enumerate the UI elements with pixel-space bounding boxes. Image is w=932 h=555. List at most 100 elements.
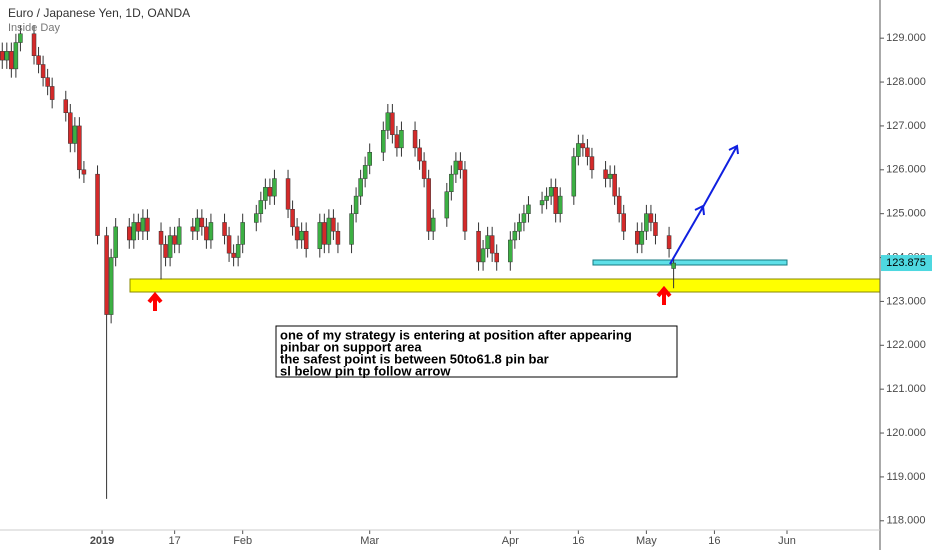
candle-body bbox=[18, 33, 23, 43]
blue-arrow bbox=[669, 144, 739, 265]
candle-body bbox=[163, 244, 168, 258]
y-tick-label: 120.000 bbox=[886, 427, 926, 439]
candles bbox=[0, 25, 676, 499]
y-tick-label: 128.000 bbox=[886, 76, 926, 88]
candle-body bbox=[258, 200, 264, 214]
candle-body bbox=[285, 178, 291, 210]
candle-body bbox=[417, 147, 422, 162]
candle-body bbox=[36, 55, 41, 65]
candle-body bbox=[362, 165, 368, 179]
candle-body bbox=[385, 112, 391, 131]
candle-body bbox=[349, 213, 354, 245]
last-price-box bbox=[881, 255, 932, 272]
y-tick-label: 121.000 bbox=[886, 383, 926, 395]
candle-body bbox=[263, 187, 268, 201]
candle-body bbox=[81, 169, 87, 175]
candle-body bbox=[449, 173, 454, 192]
candle-body bbox=[167, 235, 173, 258]
candle-body bbox=[72, 125, 78, 144]
candle-body bbox=[45, 77, 50, 87]
candle-body bbox=[444, 191, 450, 219]
candle-body bbox=[204, 226, 209, 241]
candle-body bbox=[399, 130, 404, 149]
candle-body bbox=[40, 64, 46, 78]
candle-body bbox=[485, 235, 490, 250]
candle-body bbox=[648, 213, 654, 223]
candle-body bbox=[231, 252, 236, 258]
candle-body bbox=[367, 151, 372, 166]
note-line: sl below pin tp follow arrow bbox=[280, 363, 451, 378]
candle-body bbox=[176, 226, 182, 245]
candle-body bbox=[412, 130, 418, 149]
y-tick-label: 127.000 bbox=[886, 120, 926, 132]
candle-body bbox=[322, 222, 327, 245]
candle-body bbox=[494, 252, 499, 263]
candle-body bbox=[240, 222, 245, 245]
x-tick-label: Feb bbox=[233, 535, 252, 547]
y-tick-label: 126.000 bbox=[886, 164, 926, 176]
candle-body bbox=[521, 213, 527, 223]
support-zone bbox=[129, 278, 881, 293]
chart-subtitle: Inside Day bbox=[8, 22, 60, 34]
candle-body bbox=[299, 230, 304, 241]
candle-body bbox=[635, 230, 640, 245]
candle-body bbox=[95, 173, 100, 236]
candle-body bbox=[199, 217, 205, 228]
x-tick-label: Apr bbox=[502, 535, 519, 547]
candle-body bbox=[589, 156, 595, 171]
candle-body bbox=[68, 112, 73, 144]
candle-body bbox=[621, 213, 626, 232]
candle-body bbox=[526, 204, 531, 214]
x-tick-label: May bbox=[636, 535, 657, 547]
note-line: pinbar on support area bbox=[280, 339, 422, 354]
candle-body bbox=[140, 217, 146, 232]
candle-body bbox=[390, 112, 395, 135]
candle-body bbox=[644, 213, 649, 232]
candle-body bbox=[9, 51, 14, 70]
candle-body bbox=[476, 230, 481, 263]
candle-body bbox=[539, 200, 545, 206]
candle-body bbox=[290, 209, 295, 228]
chart-title: Euro / Japanese Yen, 1D, OANDA bbox=[8, 6, 190, 20]
candle-body bbox=[226, 235, 232, 254]
candle-body bbox=[480, 248, 486, 263]
candle-body bbox=[517, 222, 522, 232]
y-tick-label: 123.000 bbox=[886, 295, 926, 307]
candle-body bbox=[267, 187, 273, 197]
x-tick-label: Mar bbox=[360, 535, 379, 547]
candle-body bbox=[585, 147, 590, 157]
note-line: the safest point is between 50to61.8 pin… bbox=[280, 351, 549, 366]
candle-body bbox=[326, 217, 332, 245]
candle-body bbox=[666, 235, 672, 250]
candle-body bbox=[381, 130, 386, 153]
candle-body bbox=[31, 33, 37, 56]
candle-body bbox=[576, 143, 581, 157]
candle-body bbox=[131, 222, 137, 241]
candle-body bbox=[580, 143, 586, 149]
candle-body bbox=[145, 217, 150, 232]
candle-body bbox=[458, 160, 463, 171]
candle-body bbox=[254, 213, 259, 223]
entry-zone bbox=[592, 259, 788, 266]
candle-body bbox=[512, 230, 518, 241]
x-tick-label: 16 bbox=[572, 535, 584, 547]
candle-body bbox=[77, 125, 82, 171]
candle-body bbox=[208, 222, 214, 241]
candle-body bbox=[548, 187, 554, 197]
x-tick-label: Jun bbox=[778, 535, 796, 547]
candle-body bbox=[335, 230, 341, 245]
candle-body bbox=[108, 257, 114, 315]
candle-body bbox=[430, 217, 436, 232]
note-line: one of my strategy is entering at positi… bbox=[280, 327, 632, 342]
candle-body bbox=[612, 173, 617, 197]
candle-body bbox=[462, 169, 468, 232]
y-tick-label: 119.000 bbox=[887, 471, 926, 483]
candle-body bbox=[353, 195, 359, 214]
red-arrow bbox=[147, 291, 163, 311]
candle-body bbox=[489, 235, 495, 254]
candle-body bbox=[394, 134, 400, 149]
candle-body bbox=[127, 226, 132, 241]
candle-body bbox=[63, 99, 69, 114]
y-tick-label: 122.000 bbox=[886, 339, 926, 351]
